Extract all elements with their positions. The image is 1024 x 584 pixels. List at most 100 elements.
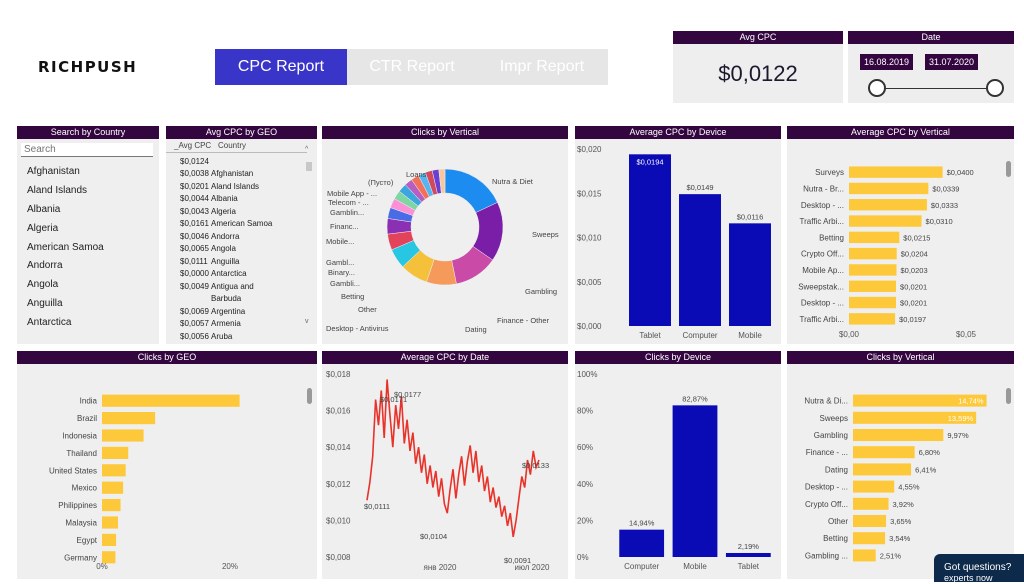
donut-label: Sweeps xyxy=(532,230,559,239)
data-label: 3,65% xyxy=(890,517,912,526)
cell-avg-cpc: $0,0161 xyxy=(180,219,209,228)
bar xyxy=(102,481,124,494)
table-row[interactable]: $0,0069 Argentina xyxy=(166,306,317,319)
y-category-label: India xyxy=(80,397,98,406)
x-tick-label: Mobile xyxy=(738,331,762,340)
donut-label: Dating xyxy=(465,325,487,334)
table-row[interactable]: $0,0044 Albania xyxy=(166,193,317,206)
data-label: 6,41% xyxy=(915,465,937,474)
y-tick-label: 40% xyxy=(577,480,593,489)
table-row[interactable]: Barbuda xyxy=(166,293,317,306)
tab-ctr-report[interactable]: CTR Report xyxy=(369,58,455,75)
country-list-item[interactable]: Antarctica xyxy=(27,317,72,329)
y-category-label: Other xyxy=(828,517,848,526)
donut-label: Binary... xyxy=(328,268,355,277)
bar xyxy=(849,182,929,195)
y-category-label: Crypto Off... xyxy=(805,500,848,509)
country-list-item[interactable]: Algeria xyxy=(27,222,59,234)
table-row[interactable]: $0,0065 Angola xyxy=(166,243,317,256)
y-category-label: Indonesia xyxy=(62,432,97,441)
clicks-by-vertical-panel: Clicks by Vertical Nutra & Di... 14,74% Sw… xyxy=(787,351,1014,579)
bar xyxy=(849,199,927,211)
y-category-label: Thailand xyxy=(66,449,97,458)
date-slider-track[interactable] xyxy=(875,88,995,89)
country-list-item[interactable]: Afghanistan xyxy=(27,166,80,177)
y-tick-label: 80% xyxy=(577,407,593,416)
chart-title: Clicks by Vertical xyxy=(322,126,568,139)
country-list-item[interactable]: Aland Islands xyxy=(27,184,88,196)
y-tick-label: $0,016 xyxy=(326,407,351,416)
y-tick-label: $0,010 xyxy=(326,516,351,525)
data-label: $0,0215 xyxy=(903,233,930,242)
data-label: $0,0204 xyxy=(901,250,928,259)
table-row[interactable]: $0,0201 Aland Islands xyxy=(166,181,317,194)
cell-avg-cpc: $0,0038 xyxy=(180,169,209,178)
data-label: 13,59% xyxy=(948,414,974,423)
table-row[interactable]: $0,0124 xyxy=(166,156,317,169)
country-list-item[interactable]: Angola xyxy=(27,279,59,291)
date-slider-end-handle[interactable] xyxy=(986,79,1004,97)
bar xyxy=(853,428,944,442)
scroll-down-icon[interactable]: v xyxy=(305,318,309,325)
scroll-up-icon[interactable]: ^ xyxy=(305,146,309,153)
y-category-label: Egypt xyxy=(77,536,98,545)
bar xyxy=(853,532,886,545)
y-tick-label: $0,020 xyxy=(577,145,602,154)
table-row[interactable]: $0,0049 Antigua and xyxy=(166,281,317,294)
country-list-item[interactable]: Anguilla xyxy=(27,298,63,310)
data-label: $0,0091 xyxy=(504,556,531,565)
table-row[interactable]: $0,0043 Algeria xyxy=(166,206,317,219)
data-label: 82,87% xyxy=(682,394,708,403)
table-row[interactable]: $0,0046 Andorra xyxy=(166,231,317,244)
cell-avg-cpc: $0,0201 xyxy=(180,181,209,191)
cell-avg-cpc: $0,0057 xyxy=(180,319,209,328)
chat-widget[interactable]: Got questions? Ch experts now xyxy=(934,554,1024,583)
chart-title: Average CPC by Device xyxy=(575,126,781,139)
y-category-label: Sweepstak... xyxy=(798,282,844,291)
country-list-item[interactable]: American Samoa xyxy=(27,241,104,253)
country-list-item[interactable]: Andorra xyxy=(27,260,63,272)
donut-label: Telecom - ... xyxy=(328,198,369,207)
search-by-country-title: Search by Country xyxy=(17,126,159,139)
country-search-input[interactable] xyxy=(21,143,153,157)
table-row[interactable]: $0,0111 Anguilla xyxy=(166,256,317,269)
country-list-item[interactable]: Albania xyxy=(27,203,61,215)
donut-label: Other xyxy=(358,305,377,314)
table-row[interactable]: $0,0057 Armenia xyxy=(166,318,317,331)
bar xyxy=(853,514,887,528)
avg-cpc-by-geo-title: Avg CPC by GEO xyxy=(166,126,317,139)
chart-title: Average CPC by Vertical xyxy=(787,126,1014,139)
y-tick-label: 20% xyxy=(577,516,593,525)
date-start-input[interactable]: 16.08.2019 xyxy=(860,54,914,70)
y-tick-label: $0,008 xyxy=(326,553,351,562)
bar xyxy=(679,194,721,326)
y-category-label: Desktop - ... xyxy=(801,299,844,308)
y-category-label: Mobile Ap... xyxy=(802,266,844,275)
y-tick-label: $0,012 xyxy=(326,480,351,489)
cell-avg-cpc: $0,0000 xyxy=(180,269,209,278)
tab-cpc-report[interactable]: CPC Report xyxy=(215,49,347,85)
table-row[interactable]: $0,0038 Afghanistan xyxy=(166,168,317,181)
column-header-country[interactable]: Country xyxy=(218,141,247,150)
donut-label: Nutra & Diet xyxy=(492,177,534,186)
table-row[interactable]: $0,0161 American Samoa xyxy=(166,218,317,231)
data-label: $0,0177 xyxy=(394,390,421,399)
y-tick-label: $0,015 xyxy=(577,189,602,198)
data-label: $0,0310 xyxy=(926,217,953,226)
date-end-input[interactable]: 31.07.2020 xyxy=(925,54,979,70)
bar xyxy=(629,154,671,326)
y-tick-label: $0,014 xyxy=(326,443,351,452)
donut-label: Desktop - Antivirus xyxy=(326,324,389,333)
y-category-label: Betting xyxy=(823,534,848,543)
column-header-avg-cpc[interactable]: _Avg CPC xyxy=(174,141,212,150)
y-tick-label: $0,000 xyxy=(577,322,602,331)
cell-country: Albania xyxy=(211,194,238,203)
y-category-label: Betting xyxy=(819,233,844,242)
date-slider-start-handle[interactable] xyxy=(868,79,886,97)
tab-impr-report[interactable]: Impr Report xyxy=(499,58,585,75)
table-row[interactable]: $0,0000 Antarctica xyxy=(166,268,317,281)
table-scrollbar[interactable] xyxy=(306,162,312,171)
line-chart: $0,008 $0,010 $0,012 $0,014 $0,016 $0,018 янв … xyxy=(326,370,550,572)
x-tick-label: Computer xyxy=(624,562,659,571)
table-row[interactable]: $0,0056 Aruba xyxy=(166,331,317,344)
